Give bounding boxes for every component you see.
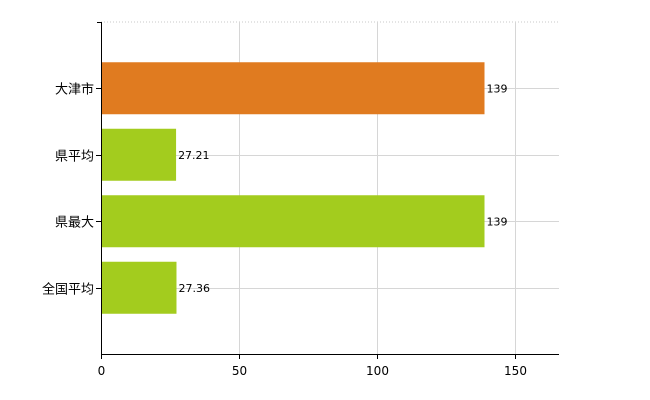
bar-3 xyxy=(102,261,177,314)
data-label-2: 139 xyxy=(487,215,508,228)
bar-1 xyxy=(102,128,177,181)
x-tick-label-3: 150 xyxy=(504,364,527,378)
axes xyxy=(96,22,559,359)
x-tick-label-1: 50 xyxy=(232,364,247,378)
data-label-0: 139 xyxy=(487,82,508,95)
category-label-2: 県最大 xyxy=(55,216,94,231)
x-tick-label-0: 0 xyxy=(98,364,106,378)
bar-0 xyxy=(102,62,485,115)
bar-2 xyxy=(102,195,485,248)
x-tick-label-2: 100 xyxy=(366,364,389,378)
data-label-3: 27.36 xyxy=(178,282,210,295)
category-label-0: 大津市 xyxy=(55,82,94,98)
category-label-1: 県平均 xyxy=(55,150,94,165)
bars xyxy=(102,62,485,314)
category-label-3: 全国平均 xyxy=(42,282,94,298)
data-label-1: 27.21 xyxy=(178,149,210,162)
